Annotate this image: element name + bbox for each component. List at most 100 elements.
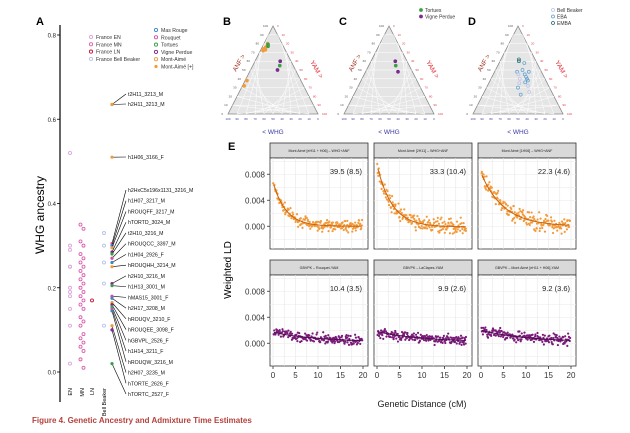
ternary-point	[527, 90, 532, 94]
data-point	[405, 337, 408, 340]
data-point	[318, 227, 321, 230]
data-point	[441, 341, 444, 344]
data-point	[340, 334, 344, 337]
data-point	[347, 334, 350, 337]
data-point	[565, 228, 569, 231]
ternary-tick-left: 40	[483, 77, 487, 81]
ternary-tick-right: 20	[531, 42, 535, 46]
data-point	[397, 202, 400, 205]
x-tick-label: 15	[544, 371, 553, 380]
ternary-point	[523, 80, 528, 85]
data-point	[501, 207, 504, 210]
data-point	[432, 221, 436, 225]
data-point	[417, 225, 421, 229]
data-point	[409, 220, 412, 223]
ternary-grid-line	[232, 104, 310, 115]
data-point	[551, 231, 555, 235]
facet-panel: Mont Aimé [2H11] – WHG+ANF 33.3 (10.4)	[373, 142, 473, 250]
ternary-grid-line	[481, 96, 546, 115]
ternary-tick-bottom: 50	[387, 117, 391, 121]
ternary-point	[266, 42, 270, 47]
panel-e: E Weighted LD Genetic Distance (cM) Mont Ai…	[223, 141, 577, 409]
data-point	[569, 336, 572, 340]
data-point	[299, 217, 302, 220]
data-point	[416, 331, 420, 334]
ternary-tick-right: 90	[318, 103, 322, 107]
data-point	[351, 230, 354, 233]
data-point	[552, 332, 555, 335]
data-point	[506, 331, 509, 334]
ternary-grid-line	[254, 87, 305, 115]
data-point	[521, 209, 525, 212]
ternary-point	[516, 72, 521, 77]
data-point	[554, 335, 557, 338]
legend-marker	[88, 34, 94, 40]
ternary-tick-bottom: 90	[351, 117, 355, 121]
data-point	[416, 214, 419, 218]
y-tick-label: 0.000	[245, 339, 266, 348]
data-point	[419, 226, 422, 230]
data-point	[399, 219, 402, 223]
ternary-tick-bottom: 100	[225, 117, 230, 121]
data-point	[545, 214, 549, 217]
data-point	[543, 230, 547, 233]
x-tick-label: 15	[336, 371, 345, 380]
sample-label: h1H13_3001_M	[128, 285, 165, 291]
data-point	[443, 231, 446, 234]
data-point	[324, 342, 327, 345]
data-point-mn	[81, 340, 86, 345]
data-point	[410, 221, 414, 224]
ternary-tick-right: 100	[322, 112, 327, 116]
ternary-tick-right: 20	[402, 42, 406, 46]
y-tick-label: 0.8	[48, 34, 57, 40]
ternary-tick-left: 10	[469, 103, 473, 107]
x-axis-title: Genetic Distance (cM)	[377, 399, 466, 409]
data-point	[398, 210, 402, 213]
data-point	[414, 226, 417, 229]
ternary-tick-left: 80	[372, 42, 376, 46]
data-point	[360, 226, 363, 230]
ternary-tick-right: 50	[416, 68, 420, 72]
ternary-tick-left: 20	[229, 94, 233, 98]
data-point	[556, 229, 559, 232]
data-point	[341, 221, 344, 224]
data-point	[494, 203, 497, 206]
label-leader-line	[111, 298, 127, 309]
data-point	[361, 218, 364, 222]
data-point	[308, 334, 311, 337]
ternary-point	[517, 76, 522, 81]
ternary-point	[393, 59, 398, 64]
x-tick-label: 5	[501, 371, 506, 380]
data-point-mn	[81, 298, 86, 303]
labeled-sample-point	[110, 265, 114, 269]
sample-label: hROUQHH_3214_M	[128, 263, 176, 269]
axis-label-whg: < WHG	[507, 129, 529, 136]
data-point	[436, 335, 440, 338]
data-point	[401, 336, 404, 339]
data-point-mn	[78, 357, 83, 362]
data-point	[544, 217, 547, 221]
data-point	[518, 334, 522, 337]
category-label: EN	[68, 388, 74, 396]
ternary-grid-line	[508, 78, 546, 115]
data-point	[394, 331, 397, 334]
data-point	[300, 340, 303, 343]
legend-label: Rouquet	[161, 35, 181, 41]
data-point	[541, 226, 544, 230]
data-point	[441, 227, 444, 231]
data-point	[440, 216, 443, 219]
ternary-grid-line	[486, 87, 537, 115]
facet-title: Mont Aimé [eH11 + H06] – WHG+ANF	[288, 149, 350, 153]
y-tick-label: 0.000	[245, 222, 266, 231]
admixture-estimate: 39.5 (8.5)	[330, 167, 363, 176]
data-point	[400, 330, 404, 334]
data-point	[324, 334, 327, 337]
data-point	[390, 195, 394, 198]
data-point	[536, 218, 539, 221]
data-point	[289, 330, 292, 333]
data-point	[447, 222, 450, 225]
ternary-tick-right: 0	[393, 24, 395, 28]
ternary-point	[526, 69, 531, 74]
data-point-en	[68, 290, 72, 294]
